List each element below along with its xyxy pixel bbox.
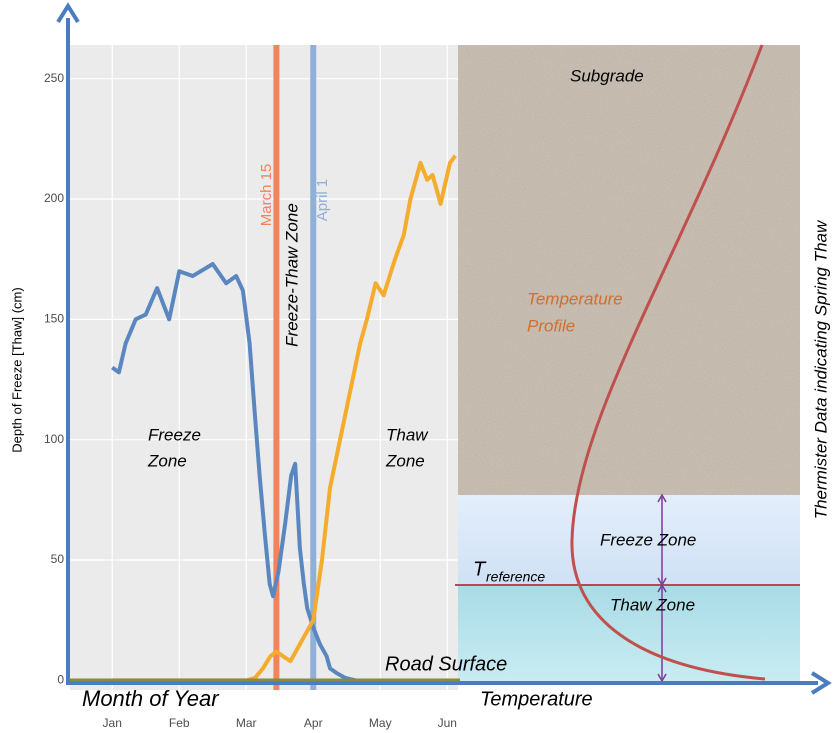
reference-line-label: March 15 <box>258 164 275 227</box>
x-tick-label: Mar <box>236 716 257 730</box>
y-tick-label: 0 <box>57 673 64 687</box>
x-tick-label: Jan <box>103 716 122 730</box>
annotation: Freeze-Thaw Zone <box>282 203 301 347</box>
annotation: Thaw <box>386 425 429 444</box>
x-tick-label: Apr <box>304 716 323 730</box>
reference-subscript: reference <box>486 569 545 585</box>
y-tick-label: 100 <box>44 432 64 446</box>
annotation: Zone <box>385 451 425 470</box>
side-label: Thermister Data indicating Spring Thaw <box>811 219 830 519</box>
series-line <box>111 262 356 683</box>
annotation: Freeze <box>148 425 201 444</box>
annotation: Road Surface <box>385 653 507 675</box>
temperature-profile <box>570 44 766 681</box>
profile-panel <box>455 44 800 683</box>
reference-label: T <box>473 558 487 580</box>
zone-arrows <box>657 493 667 683</box>
freeze-layer <box>458 495 800 585</box>
layer-label: Thaw Zone <box>610 595 695 614</box>
layer-label: Subgrade <box>570 66 644 85</box>
x-tick-label: Feb <box>169 716 190 730</box>
subgrade-layer <box>458 45 800 495</box>
plot: Jan Feb Mar Apr May Jun March 15 April 1 <box>70 45 458 730</box>
axes-arrows <box>56 2 832 695</box>
x-axis-label: Month of Year <box>82 686 220 711</box>
y-tick-label: 150 <box>44 312 64 326</box>
curve-label: Profile <box>527 316 575 335</box>
y-tick-label: 50 <box>51 552 65 566</box>
x-tick-label: May <box>369 716 392 730</box>
x-tick-label: Jun <box>438 716 457 730</box>
reference-line-label: April 1 <box>314 179 331 222</box>
layer-label: Freeze Zone <box>600 530 696 549</box>
curve-label: Temperature <box>527 289 623 308</box>
plot-background <box>70 45 458 690</box>
annotation: Zone <box>147 451 187 470</box>
y-axis-label: Depth of Freeze [Thaw] (cm) <box>9 287 24 452</box>
thaw-layer <box>458 585 800 683</box>
y-tick-label: 200 <box>44 191 64 205</box>
y-tick-label: 250 <box>44 71 64 85</box>
series-line <box>112 154 457 683</box>
profile-axis-label: Temperature <box>480 688 593 710</box>
